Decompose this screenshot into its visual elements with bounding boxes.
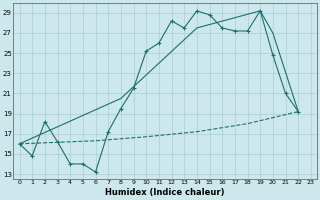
X-axis label: Humidex (Indice chaleur): Humidex (Indice chaleur) bbox=[106, 188, 225, 197]
